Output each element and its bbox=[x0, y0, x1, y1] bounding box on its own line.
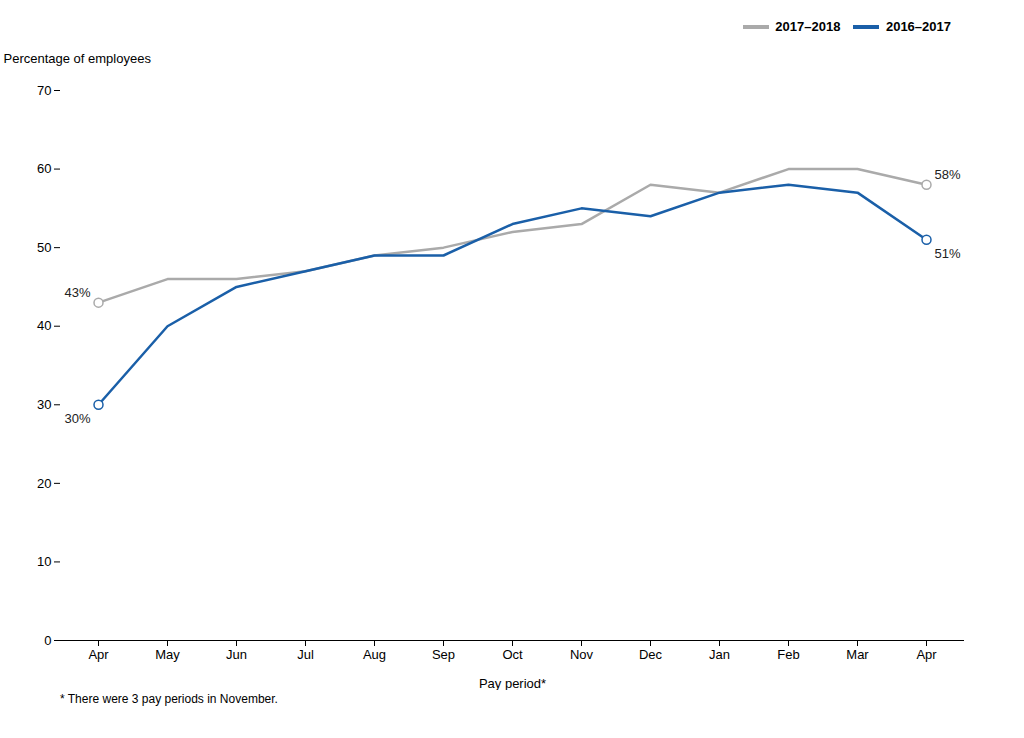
svg-text:30%: 30% bbox=[64, 410, 90, 425]
svg-text:51%: 51% bbox=[935, 245, 961, 260]
svg-text:Percentage of employees: Percentage of employees bbox=[4, 50, 152, 65]
svg-text:Mar: Mar bbox=[846, 646, 869, 661]
svg-text:50: 50 bbox=[37, 239, 51, 254]
html-text:* There were 3 pay periods in: * There were 3 pay periods in November. bbox=[60, 691, 278, 706]
svg-text:Oct: Oct bbox=[502, 646, 523, 661]
svg-text:70: 70 bbox=[37, 82, 51, 97]
svg-text:Apr: Apr bbox=[916, 646, 937, 661]
svg-text:Apr: Apr bbox=[88, 646, 109, 661]
svg-text:May: May bbox=[155, 646, 180, 661]
svg-text:60: 60 bbox=[37, 161, 51, 176]
svg-text:20: 20 bbox=[37, 475, 51, 490]
svg-text:Pay period*: Pay period* bbox=[479, 675, 546, 690]
svg-text:58%: 58% bbox=[935, 166, 961, 181]
svg-text:Jul: Jul bbox=[297, 646, 314, 661]
svg-text:40: 40 bbox=[37, 318, 51, 333]
html-text:2017–2018: 2017–2018 bbox=[775, 19, 841, 34]
svg-text:30: 30 bbox=[37, 396, 51, 411]
svg-text:Nov: Nov bbox=[570, 646, 594, 661]
svg-text:Aug: Aug bbox=[363, 646, 386, 661]
svg-text:Dec: Dec bbox=[639, 646, 663, 661]
svg-text:Jun: Jun bbox=[226, 646, 247, 661]
svg-text:Sep: Sep bbox=[432, 646, 455, 661]
svg-text:10: 10 bbox=[37, 554, 51, 569]
svg-text:Jan: Jan bbox=[709, 646, 730, 661]
html-text:2016–2017: 2016–2017 bbox=[885, 19, 951, 34]
svg-text:0: 0 bbox=[44, 632, 51, 647]
svg-text:Feb: Feb bbox=[777, 646, 799, 661]
svg-text:43%: 43% bbox=[64, 284, 90, 299]
